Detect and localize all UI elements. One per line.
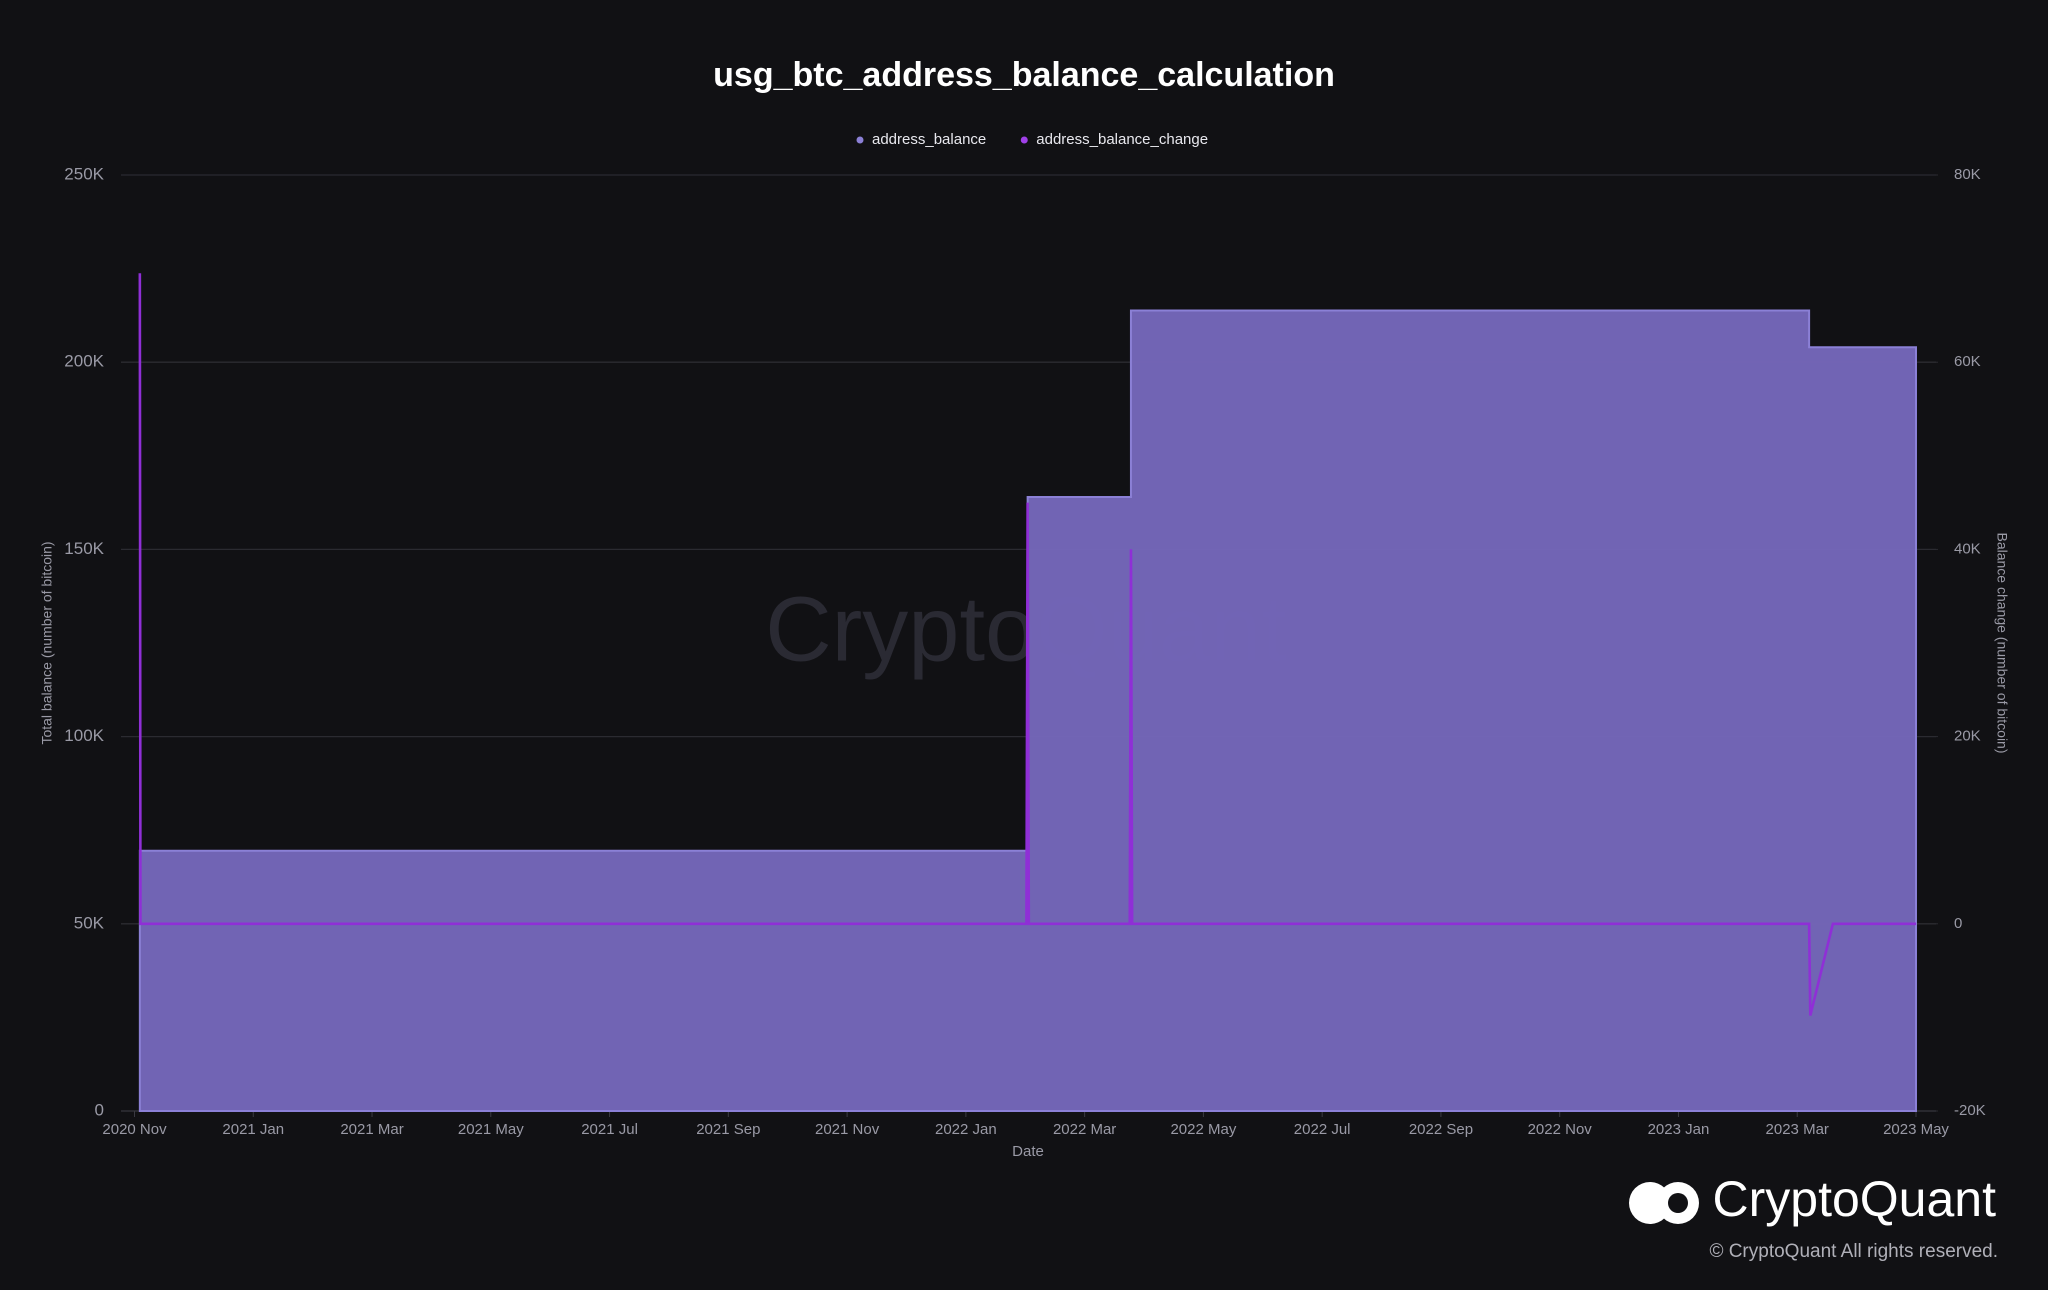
- x-tick-label: 2022 May: [1170, 1121, 1236, 1138]
- y-tick-label: 150K: [64, 539, 104, 558]
- x-tick-label: 2021 Nov: [815, 1121, 880, 1138]
- y2-tick-label: 60K: [1954, 353, 1981, 370]
- x-tick-label: 2023 Jan: [1648, 1121, 1710, 1138]
- y2-tick-label: -20K: [1954, 1102, 1986, 1119]
- x-tick-label: 2022 Mar: [1053, 1121, 1116, 1138]
- y2-tick-label: 80K: [1954, 166, 1981, 183]
- x-tick-label: 2022 Jul: [1294, 1121, 1351, 1138]
- y-tick-label: 250K: [64, 164, 104, 183]
- x-axis-title: Date: [1012, 1143, 1044, 1160]
- x-tick-label: 2021 May: [458, 1121, 524, 1138]
- chart-title: usg_btc_address_balance_calculation: [713, 56, 1335, 94]
- x-tick-label: 2022 Sep: [1409, 1121, 1473, 1138]
- brand-name: CryptoQuant: [1713, 1171, 1997, 1227]
- y2-tick-label: 40K: [1954, 540, 1981, 557]
- brand-logo-icon: [1629, 1182, 1699, 1224]
- x-tick-label: 2023 May: [1883, 1121, 1949, 1138]
- y-tick-label: 100K: [64, 726, 104, 745]
- copyright: © CryptoQuant All rights reserved.: [1709, 1241, 1998, 1262]
- x-tick-label: 2021 Jul: [581, 1121, 638, 1138]
- y2-tick-label: 20K: [1954, 728, 1981, 745]
- x-tick-label: 2021 Mar: [340, 1121, 403, 1138]
- x-tick-label: 2020 Nov: [102, 1121, 167, 1138]
- x-tick-label: 2022 Nov: [1528, 1121, 1593, 1138]
- y-axis-title: Total balance (number of bitcoin): [39, 541, 55, 744]
- legend-label: address_balance: [872, 131, 986, 148]
- legend-marker: [856, 136, 864, 144]
- y-tick-label: 50K: [74, 913, 105, 932]
- legend-label: address_balance_change: [1036, 131, 1208, 148]
- x-tick-label: 2023 Mar: [1766, 1121, 1829, 1138]
- y2-tick-label: 0: [1954, 915, 1962, 932]
- y2-axis-title: Balance change (number of bitcoin): [1994, 532, 2010, 753]
- x-tick-label: 2021 Sep: [696, 1121, 760, 1138]
- y-tick-label: 200K: [64, 352, 104, 371]
- x-tick-label: 2021 Jan: [222, 1121, 284, 1138]
- line: [138, 273, 1916, 1016]
- legend-marker: [1020, 136, 1028, 144]
- y-tick-label: 0: [95, 1100, 104, 1119]
- x-tick-label: 2022 Jan: [935, 1121, 997, 1138]
